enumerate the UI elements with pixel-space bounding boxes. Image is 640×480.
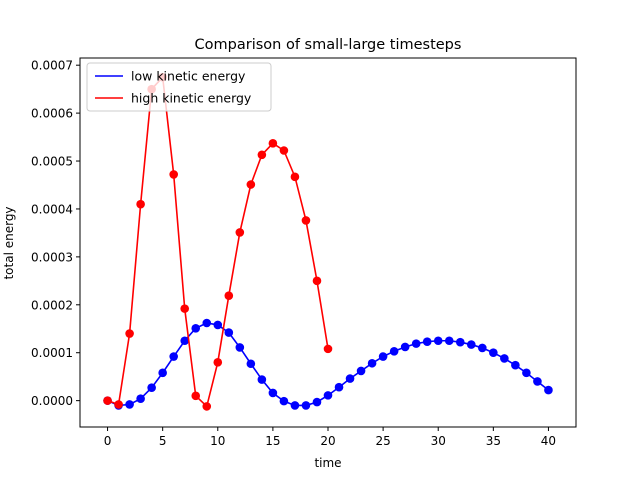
data-point [158,368,167,378]
data-point [544,385,553,395]
y-tick-label: 0.0002 [31,298,73,312]
axes-frame [79,57,577,428]
y-tick-label: 0.0005 [31,155,73,169]
x-tick-label: 35 [486,434,501,448]
data-point [323,391,333,400]
data-point [136,394,145,404]
y-tick-label: 0.0003 [31,250,73,264]
data-point [224,328,234,337]
data-point [202,318,212,328]
data-point [235,343,245,352]
data-point [500,354,509,363]
data-point [114,400,123,409]
data-point [323,344,333,354]
x-axis-ticks: 0 5 10 15 20 25 30 35 40 [104,427,556,448]
data-point [290,172,300,182]
data-point [478,343,487,353]
data-point [191,323,201,333]
data-point [246,359,256,369]
data-point [213,320,223,330]
data-point [268,139,278,148]
x-tick-label: 30 [431,434,446,448]
x-tick-label: 10 [210,434,225,448]
chart-title: Comparison of small-large timesteps [195,37,462,53]
data-point [422,337,432,346]
data-point [511,360,520,370]
data-point [389,346,399,356]
data-point [136,199,145,209]
data-point [345,374,355,383]
legend-entry: high kinetic energy [131,91,252,106]
x-tick-label: 5 [159,434,167,448]
data-point [235,228,245,237]
data-point [224,291,234,300]
y-tick-label: 0.0004 [31,202,73,216]
data-point [213,358,223,367]
data-point [378,352,388,361]
data-point [279,396,289,406]
x-axis-label: time [314,456,341,470]
data-point [257,150,267,160]
data-point [312,276,322,286]
y-tick-label: 0.0001 [31,346,73,360]
x-tick-label: 40 [541,434,556,448]
data-point [356,366,366,376]
legend-box [86,62,272,112]
data-point [301,216,311,225]
data-point [411,339,421,348]
data-point [279,146,289,155]
data-point [400,342,410,352]
data-point [246,180,256,189]
data-point [257,375,267,384]
legend-entry: low kinetic energy [131,69,246,84]
data-point [301,401,311,410]
x-tick-label: 25 [375,434,390,448]
y-tick-label: 0.0007 [31,59,73,73]
data-point [147,383,156,393]
data-point [334,382,344,392]
data-point [522,368,531,378]
data-point [444,336,454,346]
y-tick-label: 0.0000 [31,394,73,408]
y-axis-ticks: 0.0000 0.0001 0.0002 0.0003 0.0004 0.0005 0.00… [31,59,80,408]
data-point [466,340,476,349]
data-point [455,337,465,347]
data-point [103,396,112,405]
y-axis-label: total energy [2,206,16,279]
data-point [202,402,212,411]
y-tick-label: 0.0006 [31,107,73,121]
data-point [169,170,178,179]
data-point [191,391,201,401]
data-point [290,401,300,410]
data-point [125,329,134,338]
data-point [489,348,498,358]
x-tick-label: 0 [104,434,112,448]
data-point [312,397,322,407]
legend: low kinetic energy high kinetic energy [86,62,272,112]
x-tick-label: 15 [265,434,280,448]
data-point [180,336,190,346]
data-point [367,358,377,368]
data-point [180,304,190,313]
data-point [268,388,278,398]
data-point [169,352,178,361]
data-point [533,377,542,386]
data-point [125,400,134,409]
data-point [433,336,443,346]
x-tick-label: 20 [320,434,335,448]
